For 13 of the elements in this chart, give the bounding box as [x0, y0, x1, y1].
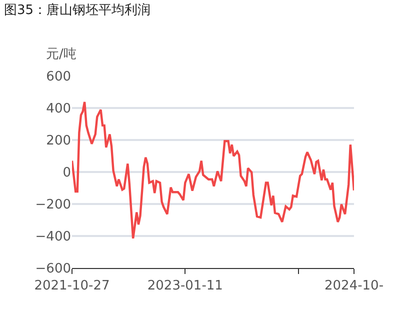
y-tick-label: 0 [62, 166, 71, 181]
x-tick-label: 2023-01-11 [147, 278, 223, 294]
x-tick-label: 2024-10- [324, 278, 384, 294]
y-tick-label: −600 [35, 262, 71, 277]
y-tick-label: −400 [35, 230, 71, 245]
y-tick-label: 600 [46, 70, 71, 85]
y-tick-label: −200 [35, 198, 71, 213]
y-tick-label: 400 [46, 102, 71, 117]
y-axis-title: 元/吨 [46, 47, 76, 62]
y-tick-label: 200 [46, 134, 71, 149]
line-series [72, 100, 354, 240]
chart-title: 图35：唐山钢坯平均利润 [4, 3, 151, 18]
x-tick-label: 2021-10-27 [34, 278, 110, 294]
